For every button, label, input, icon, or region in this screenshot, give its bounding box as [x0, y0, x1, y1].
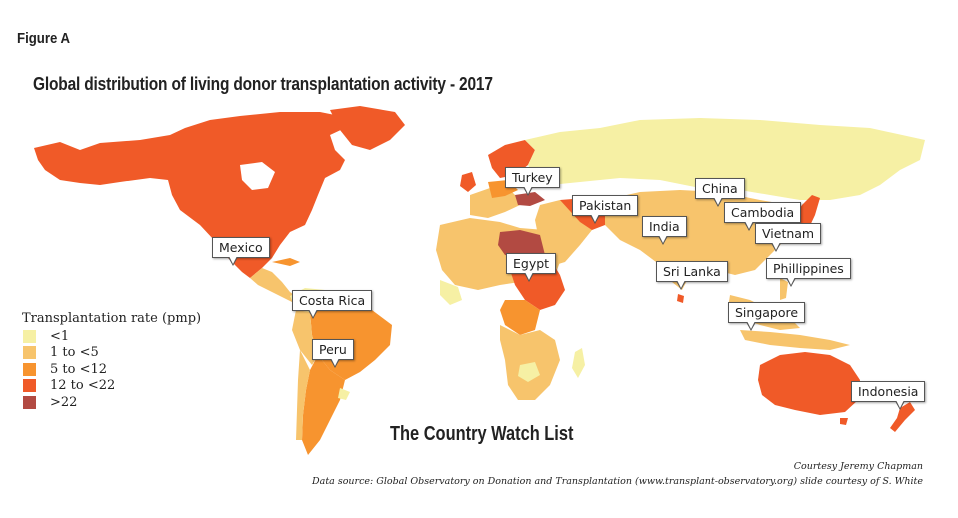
legend-label: 12 to <22: [50, 378, 116, 394]
region-libya-algeria: [498, 230, 545, 258]
callout-singapore: Singapore: [728, 302, 806, 323]
legend-swatch: [23, 329, 36, 343]
legend-label: >22: [50, 394, 78, 410]
legend-swatch: [23, 395, 36, 409]
region-uk: [460, 172, 476, 192]
region-new-zealand: [890, 402, 915, 432]
region-central-africa: [500, 300, 540, 335]
legend-title: Transplantation rate (pmp): [22, 311, 202, 326]
callout-cambodia: Cambodia: [724, 202, 802, 223]
map-title: Global distribution of living donor tran…: [33, 74, 493, 94]
region-indonesia: [740, 330, 850, 350]
callout-vietnam: Vietnam: [755, 223, 822, 244]
region-russia: [525, 118, 925, 200]
callout-indonesia: Indonesia: [851, 381, 926, 402]
callout-pakistan: Pakistan: [572, 195, 639, 216]
callout-costa-rica: Costa Rica: [292, 290, 373, 311]
credit-author: Courtesy Jeremy Chapman: [793, 461, 923, 472]
callout-egypt: Egypt: [506, 253, 557, 274]
region-botswana: [518, 362, 540, 382]
legend-item: 5 to <12: [22, 361, 201, 378]
region-australia: [758, 352, 860, 415]
region-central-america: [250, 268, 298, 302]
figure-label: Figure A: [17, 30, 71, 47]
callout-china: China: [695, 178, 745, 199]
region-chile: [296, 350, 310, 440]
legend-label: 5 to <12: [50, 361, 108, 377]
region-uruguay: [338, 388, 350, 400]
callout-sri-lanka: Sri Lanka: [656, 261, 728, 282]
legend-item: >22: [22, 394, 201, 411]
legend-item: <1: [22, 328, 201, 345]
legend-swatch: [23, 362, 36, 376]
region-north-america: [34, 112, 350, 278]
callout-mexico: Mexico: [212, 237, 270, 258]
region-sri-lanka: [677, 294, 684, 303]
region-madagascar: [572, 348, 585, 378]
legend-item: 12 to <22: [22, 378, 201, 395]
callout-turkey: Turkey: [505, 167, 560, 188]
legend-swatch: [23, 379, 36, 393]
region-west-africa-low: [440, 280, 462, 305]
region-southern-africa: [500, 325, 560, 400]
legend-item: 1 to <5: [22, 345, 201, 362]
credit-data-source: Data source: Global Observatory on Donat…: [312, 476, 923, 487]
legend-label: 1 to <5: [50, 345, 99, 361]
region-greenland: [330, 106, 405, 150]
watch-list-heading: The Country Watch List: [390, 423, 574, 445]
callout-peru: Peru: [312, 339, 354, 360]
legend-swatch: [23, 346, 36, 360]
callout-india: India: [642, 216, 687, 237]
callout-phillippines: Phillippines: [766, 258, 851, 279]
legend-label: <1: [50, 328, 70, 344]
region-argentina: [302, 355, 345, 455]
region-tasmania: [840, 418, 848, 425]
legend: Transplantation rate (pmp) <1 1 to <5 5 …: [22, 311, 201, 411]
